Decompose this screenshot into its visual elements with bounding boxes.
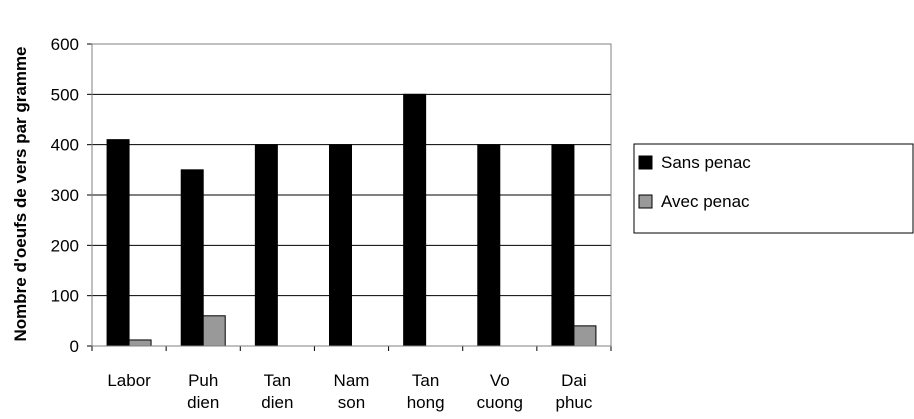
bar-sans-penac [329,144,352,347]
legend: Sans penac Avec penac [633,143,914,234]
bar-avec-penac [128,339,152,347]
bar-sans-penac [180,169,204,347]
legend-swatch [638,155,653,170]
bar-sans-penac [254,144,278,347]
x-tick-label: Labor [107,371,151,390]
x-axis-labels: Labor Puh dien Tan dien Nam son Tan hong Vo cuong D… [91,346,612,412]
bar-sans-penac [403,93,427,347]
x-tick-label: Tan hong [407,371,445,412]
plot-area-frame [91,43,612,347]
x-tick-label: Tan dien [261,371,293,412]
y-tick-label: 0 [70,337,79,356]
legend-label: Sans penac [661,153,751,172]
bar-sans-penac [477,144,501,347]
y-tick-label: 200 [51,236,79,255]
x-tick-label: Dai phuc [555,371,592,412]
y-tick-label: 300 [51,186,79,205]
x-tick-label: Puh dien [187,371,219,412]
x-tick-label: Vo cuong [477,371,523,412]
bar-sans-penac [551,144,575,347]
legend-swatch [638,194,653,209]
legend-box [633,143,914,234]
bar-avec-penac [202,315,226,347]
y-axis-ticks: 0 100 200 300 400 500 600 [51,35,611,356]
y-tick-label: 600 [51,35,79,54]
bar-sans-penac [106,139,130,347]
bar-avec-penac [573,325,597,347]
y-tick-label: 400 [51,136,79,155]
y-tick-label: 500 [51,85,79,104]
y-axis-label: Nombre d'oeufs de vers par gramme [11,46,30,341]
y-tick-label: 100 [51,287,79,306]
legend-label: Avec penac [661,192,750,211]
x-tick-label: Nam son [334,371,370,412]
bars [106,93,597,347]
